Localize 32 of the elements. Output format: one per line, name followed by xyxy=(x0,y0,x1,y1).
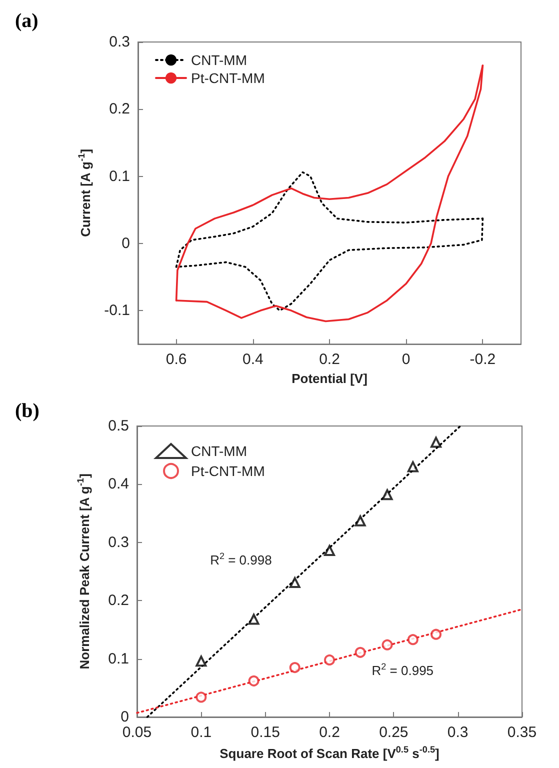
chart-title: (a) xyxy=(15,10,38,32)
x-tick-label: 0.6 xyxy=(166,351,187,368)
y-tick-label: 0.5 xyxy=(108,418,129,434)
y-axis-title: Current [A g-1] xyxy=(76,148,94,237)
x-tick-label: 0.15 xyxy=(250,724,280,741)
x-tick-label: 0 xyxy=(402,351,410,368)
x-axis-title: Potential [V] xyxy=(292,371,368,386)
legend-label: CNT-MM xyxy=(191,52,247,68)
y-tick-label: 0.2 xyxy=(109,100,130,118)
x-tick-label: 0.3 xyxy=(447,724,468,741)
x-tick-label: 0.2 xyxy=(319,351,340,368)
x-tick-label: 0.25 xyxy=(379,724,408,741)
y-tick-label: 0.3 xyxy=(108,534,129,551)
y-tick-label: 0.1 xyxy=(108,650,129,668)
y-tick-label: -0.1 xyxy=(104,302,130,320)
y-tick-label: 0.2 xyxy=(108,592,129,610)
x-tick-label: 0.2 xyxy=(319,724,340,741)
y-tick-label: 0 xyxy=(120,708,129,726)
x-tick-label: -0.2 xyxy=(470,351,496,368)
legend-label: Pt-CNT-MM xyxy=(191,70,265,86)
y-tick-label: 0.3 xyxy=(109,34,130,50)
y-tick-label: 0 xyxy=(122,234,130,252)
y-axis-title: Normalized Peak Current [A g-1] xyxy=(76,474,92,670)
chart-title: (b) xyxy=(15,400,40,422)
legend-label: CNT-MM xyxy=(191,443,247,459)
x-tick-label: 0.1 xyxy=(190,724,212,741)
x-tick-label: 0.4 xyxy=(242,351,264,368)
legend-label: Pt-CNT-MM xyxy=(191,463,265,479)
y-tick-label: 0.4 xyxy=(108,476,129,493)
x-tick-label: 0.35 xyxy=(507,724,537,741)
y-tick-label: 0.1 xyxy=(109,168,130,185)
x-tick-label: 0.05 xyxy=(122,724,152,741)
